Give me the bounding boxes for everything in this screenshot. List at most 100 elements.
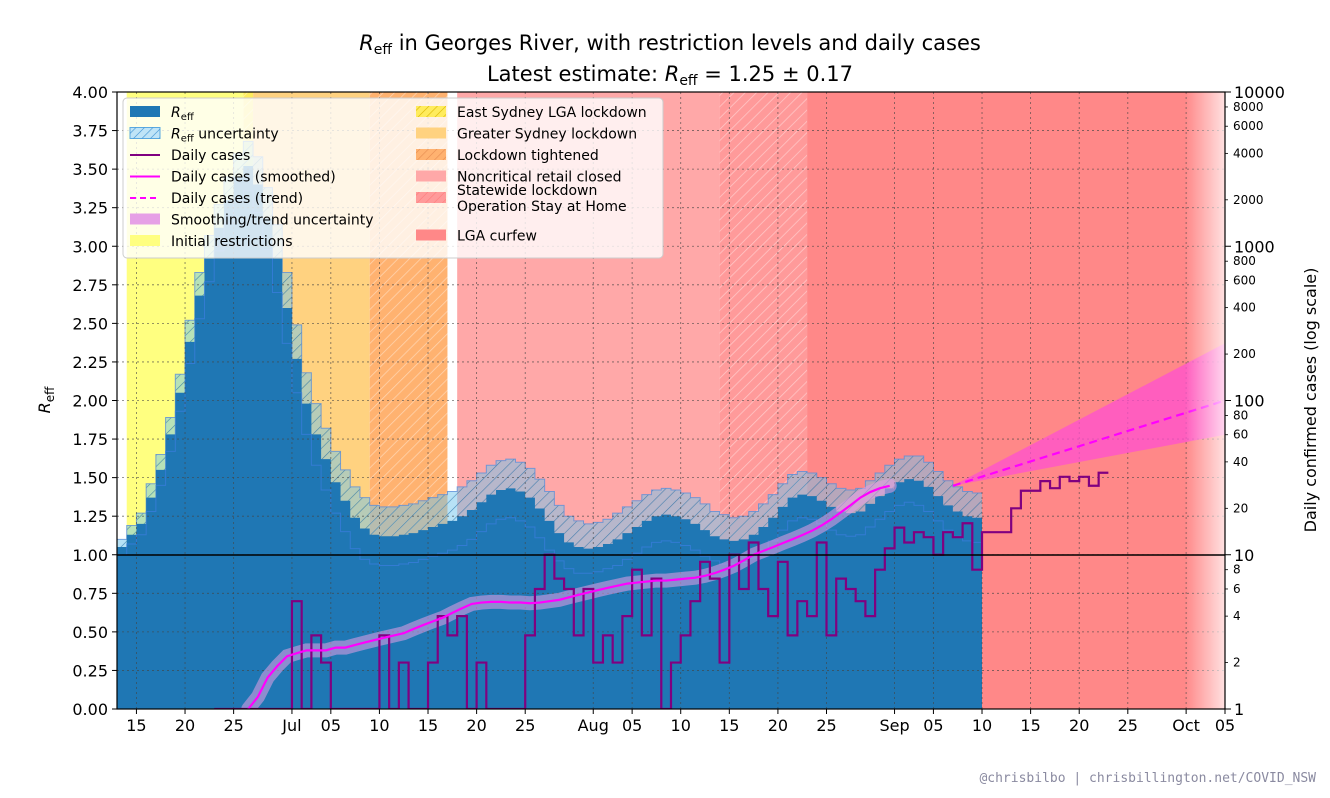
legend-item-tightened: Lockdown tightened [416,148,599,164]
x-tick-label: Jul [281,716,301,735]
legend-label: Reff [171,105,195,123]
y2-axis-label: Daily confirmed cases (log scale) [1301,268,1320,533]
x-tick-label: 25 [515,716,535,735]
y-tick-label: 2.25 [72,353,108,372]
y2-minor-label: 6 [1233,582,1241,596]
y-tick-label: 4.00 [72,83,108,102]
y2-minor-label: 80 [1233,408,1248,422]
legend-swatch-hatch [416,149,446,160]
x-tick-label: 20 [1069,716,1089,735]
y-tick-label: 1.00 [72,546,108,565]
legend-swatch-hatch [416,192,446,203]
plot-fade [1185,92,1225,709]
smoothed-cases-line [247,484,890,709]
y2-axis: 1 10 100 1000 10000 2 4 6 8 20 40 60 80 200 400 600 800 2… [1225,83,1285,719]
x-tick-label: 25 [1118,716,1138,735]
y2-major-label: 1000 [1234,237,1275,256]
y-axis-label: Reff [35,386,57,414]
y2-minor-label: 2000 [1233,193,1264,207]
y2-minor-label: 4000 [1233,146,1264,160]
y2-minor-label: 4 [1233,609,1241,623]
x-tick-label: 10 [671,716,691,735]
x-tick-label: 20 [175,716,195,735]
legend-swatch-hatch [130,127,160,139]
credit: @chrisbilbo | chrisbillington.net/COVID_… [979,771,1316,786]
x-tick-label: 05 [1215,716,1235,735]
y-tick-label: 3.75 [72,122,108,141]
y-tick-label: 0.75 [72,584,108,603]
legend-swatch [416,170,446,182]
legend-label: Daily cases (smoothed) [171,170,336,186]
y-tick-label: 2.50 [72,314,108,333]
x-tick-label: 15 [126,716,146,735]
y-tick-label: 3.50 [72,160,108,179]
daily-cases-line [214,471,1109,709]
reff-area-fill [117,166,983,709]
legend-swatch-hatch [416,106,446,117]
x-tick-label: 25 [223,716,243,735]
y-tick-label: 1.25 [72,507,108,526]
legend-label: Reff uncertainty [171,127,279,145]
legend-label: Noncritical retail closed [457,170,622,186]
legend-item-smooth_unc: Smoothing/trend uncertainty [130,213,374,229]
legend-item-east_lga: East Sydney LGA lockdown [416,105,647,121]
x-axis: 15 20 25 Jul 05 10 15 20 25 Aug 05 10 15 20 25 Sep 05 10 1… [126,709,1235,735]
y2-major-label: 10000 [1234,83,1285,102]
legend-item-greater: Greater Sydney lockdown [416,127,637,143]
chart-subtitle: Latest estimate: Reff = 1.25 ± 0.17 [487,62,853,89]
y2-minor-label: 600 [1233,273,1256,287]
legend: Reff Reff uncertainty Daily cases Daily cas… [122,97,664,259]
legend-item-smoothed: Daily cases (smoothed) [130,170,336,186]
legend-swatch [416,229,446,241]
legend-swatch [130,106,160,117]
x-tick-label: 25 [816,716,836,735]
x-tick-label: 10 [369,716,389,735]
legend-item-initial: Initial restrictions [130,234,293,250]
x-tick-label: Oct [1172,716,1200,735]
x-tick-label: 10 [972,716,992,735]
y-tick-label: 1.75 [72,430,108,449]
legend-label: Smoothing/trend uncertainty [171,213,374,229]
legend-swatch [130,235,160,246]
legend-item-daily: Daily cases [130,148,250,164]
legend-label: Daily cases [171,148,250,164]
chart-title: Reff in Georges River, with restriction … [359,31,981,58]
legend-label: LGA curfew [457,229,537,245]
y2-major-label: 10 [1234,546,1254,565]
legend-box [122,97,664,259]
daily-cases [214,343,1225,709]
y-tick-label: 3.25 [72,199,108,218]
y2-minor-label: 400 [1233,301,1256,315]
y2-major-label: 100 [1234,392,1265,411]
x-tick-label: 05 [321,716,341,735]
x-tick-label: Aug [578,716,609,735]
x-tick-label: 20 [466,716,486,735]
y2-minor-label: 8000 [1233,100,1264,114]
y2-major-label: 1 [1234,700,1244,719]
legend-item-reff: Reff [130,105,195,123]
legend-label: Greater Sydney lockdown [457,127,637,143]
y2-minor-label: 200 [1233,347,1256,361]
x-tick-label: 05 [622,716,642,735]
legend-label: Lockdown tightened [457,148,599,164]
y2-minor-label: 40 [1233,455,1248,469]
y-tick-label: 3.00 [72,237,108,256]
y-tick-label: 2.75 [72,276,108,295]
legend-item-curfew: LGA curfew [416,229,537,245]
y2-minor-label: 8 [1233,563,1241,577]
legend-label: Daily cases (trend) [171,191,303,207]
legend-swatch [130,213,160,225]
x-tick-label: 05 [923,716,943,735]
legend-item-retail: Noncritical retail closed [416,170,622,186]
legend-label: Initial restrictions [171,234,293,250]
y2-minor-label: 2 [1233,656,1241,670]
y-tick-label: 1.50 [72,469,108,488]
y-tick-label: 0.50 [72,623,108,642]
y-tick-label: 2.00 [72,392,108,411]
legend-label: East Sydney LGA lockdown [457,105,647,121]
y-axis: 0.00 0.25 0.50 0.75 1.00 1.25 1.50 1.75 2.00 2.25… [72,83,117,719]
trend-line [952,399,1225,487]
trend-uncertainty-band [952,343,1225,486]
